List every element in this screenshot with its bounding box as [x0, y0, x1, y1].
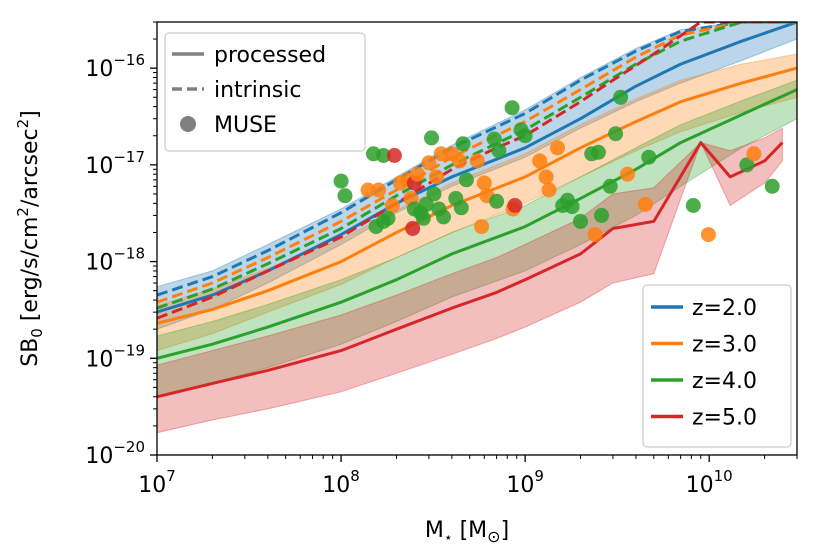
muse-point: [424, 130, 439, 146]
style-legend: processed intrinsic MUSE: [164, 32, 366, 152]
muse-point: [433, 146, 449, 162]
processed-line-z-5-0: [157, 141, 784, 399]
muse-point: [436, 209, 451, 225]
x-tick-label: 1010: [686, 467, 733, 498]
muse-point: [608, 126, 624, 142]
muse-point: [541, 182, 557, 198]
muse-point: [700, 227, 716, 243]
muse-point: [620, 166, 635, 182]
muse-point: [573, 213, 588, 229]
legends: processed intrinsic MUSE z=2.0 z=3.0 z=4.0 z=5…: [164, 32, 792, 448]
muse-point: [333, 173, 349, 189]
muse-point: [337, 188, 353, 204]
muse-point: [685, 198, 701, 213]
axes: 107 108 109 1010 10−20 10−19 10−18 10−17 10−16: [85, 21, 798, 498]
y-axis-title: SB0 [erg/s/cm2/arcsec2]: [14, 110, 46, 367]
muse-point: [415, 210, 431, 226]
muse-point: [418, 196, 434, 212]
x-tick-label: 108: [322, 467, 360, 498]
style-legend-label: MUSE: [214, 113, 277, 138]
muse-point: [590, 144, 606, 160]
muse-point: [764, 178, 780, 194]
processed-line-z-4-0: [157, 88, 797, 360]
muse-point: [409, 166, 425, 182]
muse-point: [637, 196, 653, 212]
style-legend-label: processed: [214, 43, 326, 68]
muse-point: [376, 148, 391, 163]
muse-point: [613, 89, 629, 105]
muse-point: [532, 153, 548, 169]
muse-point: [517, 128, 533, 144]
muse-point: [455, 136, 471, 152]
muse-point: [587, 227, 603, 243]
redshift-legend-label: z=5.0: [692, 406, 757, 431]
muse-point: [489, 193, 505, 209]
y-tick-label: 10−18: [85, 245, 145, 276]
muse-point: [384, 198, 400, 213]
muse-point: [405, 221, 421, 236]
muse-point: [469, 153, 485, 169]
axis-titles: M⋆ [M⊙] SB0 [erg/s/cm2/arcsec2]: [14, 110, 509, 546]
processed-line-z-2-0: [157, 22, 797, 314]
redshift-legend-label: z=4.0: [692, 369, 757, 394]
muse-point: [491, 143, 507, 159]
muse-point: [386, 148, 402, 163]
style-legend-box: [164, 32, 366, 152]
muse-point: [458, 172, 474, 188]
muse-point: [739, 157, 755, 173]
muse-point: [474, 219, 490, 235]
intrinsic-line-z-5-0: [157, 22, 783, 320]
plot-area: [157, 22, 797, 434]
muse-point: [376, 213, 391, 229]
muse-point: [426, 186, 442, 202]
muse-point: [602, 178, 618, 194]
muse-point: [746, 146, 762, 162]
muse-point: [453, 200, 469, 216]
redshift-legend-label: z=2.0: [692, 296, 757, 321]
muse-point: [594, 207, 609, 223]
muse-point: [429, 169, 444, 185]
intrinsic-line-z-4-0: [157, 22, 797, 310]
y-tick-label: 10−20: [85, 438, 145, 469]
muse-point: [486, 131, 502, 147]
plot-frame: [156, 21, 798, 456]
redshift-legend: z=2.0 z=3.0 z=4.0 z=5.0: [642, 284, 792, 448]
muse-point: [504, 100, 520, 116]
y-tick-label: 10−17: [85, 148, 145, 179]
muse-point: [538, 169, 554, 185]
muse-point: [476, 175, 492, 191]
legend-marker-swatch: [180, 116, 196, 132]
redshift-legend-label: z=3.0: [692, 333, 757, 358]
muse-point: [507, 198, 523, 213]
muse-point: [641, 149, 657, 165]
muse-point: [452, 153, 467, 169]
redshift-legend-box: [642, 284, 792, 448]
x-axis-title: M⋆ [M⊙]: [425, 518, 509, 546]
band-z-4-0: [157, 79, 797, 398]
style-legend-label: intrinsic: [214, 78, 301, 103]
muse-point: [550, 140, 565, 156]
muse-point: [360, 182, 376, 198]
y-tick-label: 10−19: [85, 341, 145, 372]
y-tick-label: 10−16: [85, 51, 145, 82]
muse-point: [371, 182, 387, 198]
muse-point: [560, 192, 575, 208]
x-tick-label: 109: [506, 467, 544, 498]
x-tick-label: 107: [138, 467, 176, 498]
muse-point: [421, 155, 437, 171]
